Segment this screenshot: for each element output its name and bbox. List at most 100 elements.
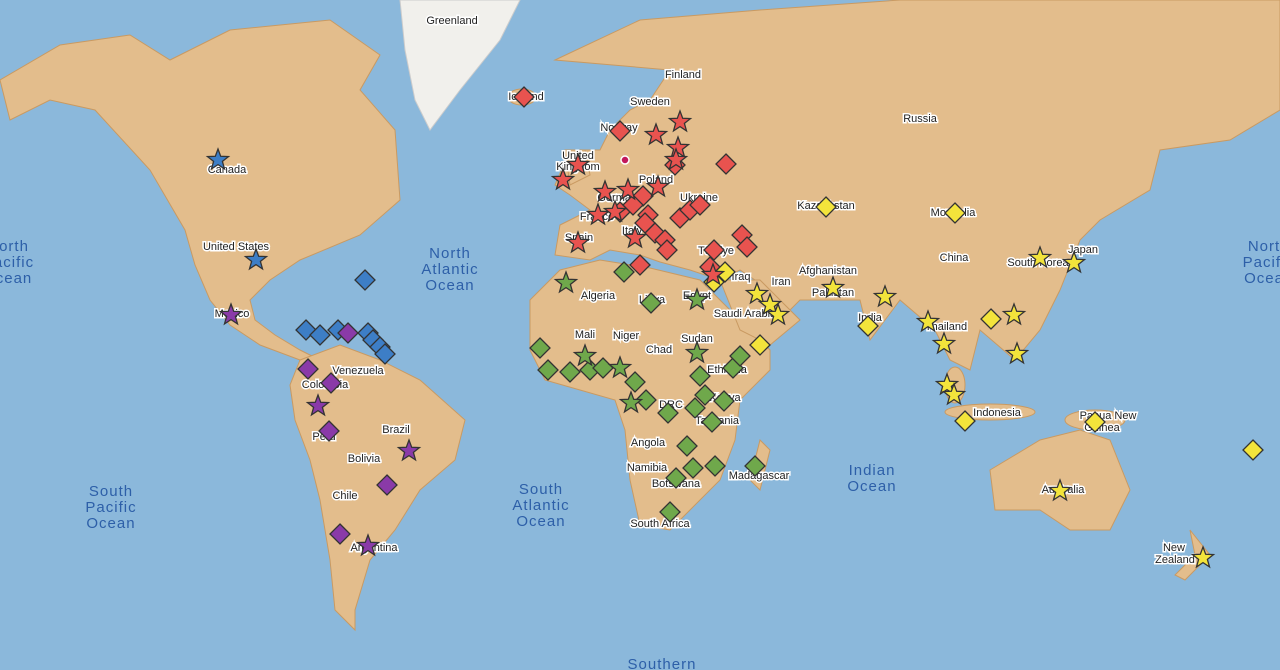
star-marker	[934, 372, 960, 396]
diamond-marker	[749, 334, 771, 356]
ocean-label: orth	[0, 238, 29, 255]
diamond-marker	[857, 315, 879, 337]
place-label: United States	[203, 241, 270, 253]
diamond-marker	[689, 194, 711, 216]
diamond-marker	[704, 455, 726, 477]
diamond-marker	[624, 371, 646, 393]
place-label: Japan	[1068, 244, 1098, 256]
star-marker	[565, 230, 591, 254]
star-marker	[553, 270, 579, 294]
ocean-label: Southern	[628, 656, 697, 670]
ocean-label: cean	[0, 270, 32, 287]
diamond-marker	[376, 474, 398, 496]
place-label: Venezuela	[332, 365, 384, 377]
diamond-marker	[703, 239, 725, 261]
diamond-marker	[309, 324, 331, 346]
diamond-marker	[374, 343, 396, 365]
diamond-marker	[694, 384, 716, 406]
place-label: Canada	[208, 164, 247, 176]
star-marker	[941, 382, 967, 406]
diamond-marker	[676, 435, 698, 457]
place-label: Saudi Arabia	[714, 308, 777, 320]
place-label: Bolivia	[348, 453, 381, 465]
place-label: Chad	[646, 344, 672, 356]
diamond-marker	[297, 358, 319, 380]
diamond-marker	[713, 390, 735, 412]
diamond-marker	[622, 194, 644, 216]
ocean-label: Atlantic	[421, 261, 478, 278]
star-marker	[645, 174, 671, 198]
star-marker	[765, 302, 791, 326]
place-label: Mali	[575, 329, 595, 341]
place-label: Sudan	[681, 333, 713, 345]
star-marker	[1061, 250, 1087, 274]
place-label: Thailand	[925, 321, 967, 333]
star-marker	[1004, 341, 1030, 365]
place-label: Niger	[613, 330, 640, 342]
place-label: Greenland	[426, 15, 477, 27]
diamond-marker	[1242, 439, 1264, 461]
diamond-marker	[337, 322, 359, 344]
star-marker	[565, 152, 591, 176]
place-label: Zealand	[1155, 554, 1195, 566]
star-marker	[592, 179, 618, 203]
star-marker	[663, 147, 689, 171]
ocean-label: Ocean	[847, 478, 896, 495]
star-marker	[820, 275, 846, 299]
place-label: Iraq	[732, 271, 751, 283]
ocean-label: Ocean	[86, 515, 135, 532]
diamond-marker	[954, 410, 976, 432]
ocean-label: Ocean	[516, 513, 565, 530]
diamond-marker	[714, 261, 736, 283]
star-marker	[585, 202, 611, 226]
star-marker	[305, 393, 331, 417]
diamond-marker	[529, 337, 551, 359]
star-marker	[622, 225, 648, 249]
ocean-label: Pacifi	[1243, 254, 1280, 271]
star-marker	[744, 281, 770, 305]
star-marker	[872, 284, 898, 308]
diamond-marker	[513, 86, 535, 108]
ocean-label: Ocean	[425, 277, 474, 294]
diamond-marker	[659, 501, 681, 523]
diamond-marker	[701, 411, 723, 433]
ocean-label: Indian	[849, 462, 896, 479]
diamond-marker	[729, 345, 751, 367]
star-marker	[602, 199, 628, 223]
star-marker	[757, 292, 783, 316]
star-marker	[243, 247, 269, 271]
diamond-marker	[635, 389, 657, 411]
diamond-marker	[1084, 411, 1106, 433]
star-marker	[396, 438, 422, 462]
diamond-marker	[609, 120, 631, 142]
star-marker	[915, 309, 941, 333]
place-label: Indonesia	[973, 407, 1022, 419]
diamond-marker	[744, 455, 766, 477]
star-marker	[550, 167, 576, 191]
star-marker	[607, 355, 633, 379]
diamond-marker	[980, 308, 1002, 330]
diamond-marker	[320, 372, 342, 394]
place-label: China	[940, 252, 970, 264]
ocean-label: Atlantic	[512, 497, 569, 514]
place-label: Afghanistan	[799, 265, 857, 277]
diamond-marker	[944, 202, 966, 224]
ocean-label: Nort	[1248, 238, 1280, 255]
place-label: Algeria	[581, 290, 616, 302]
diamond-marker	[682, 457, 704, 479]
place-label: Namibia	[627, 462, 668, 474]
place-label: Chile	[332, 490, 357, 502]
place-label: Madagascar	[729, 470, 790, 482]
star-marker	[700, 262, 726, 286]
ocean-label: North	[429, 245, 471, 262]
diamond-marker	[815, 196, 837, 218]
diamond-marker	[665, 467, 687, 489]
star-marker	[1027, 245, 1053, 269]
place-label: South Africa	[630, 518, 690, 530]
star-marker	[1047, 478, 1073, 502]
ocean-label: Pacific	[85, 499, 136, 516]
star-marker	[684, 287, 710, 311]
star-marker	[618, 390, 644, 414]
place-label: Iran	[772, 276, 791, 288]
